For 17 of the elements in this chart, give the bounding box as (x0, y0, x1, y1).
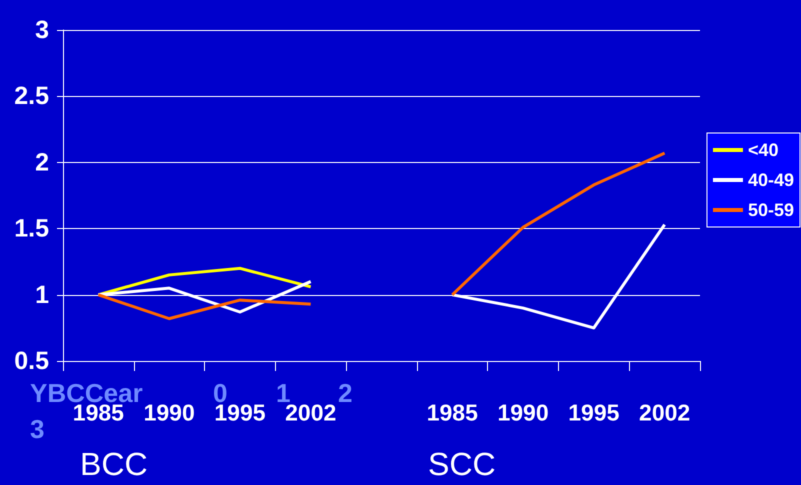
y-tick-label: 2.5 (14, 82, 50, 110)
y-tick-label: 2 (35, 148, 49, 176)
legend-label: <40 (748, 140, 779, 160)
x-tick-label: 1990 (144, 400, 195, 426)
y-tick-label: 1 (35, 280, 50, 309)
y-tick-label: 3 (35, 16, 49, 44)
text: 2 (338, 378, 352, 408)
x-tick-label: 1990 (497, 400, 549, 426)
x-tick-label: 1995 (568, 400, 620, 426)
y-tick-label: 0.5 (14, 347, 50, 375)
x-tick-label: 1985 (426, 400, 478, 426)
y-tick-label: 1.5 (14, 214, 50, 243)
text: BCC (80, 446, 148, 482)
legend-label: 40-49 (748, 170, 794, 190)
x-tick-label: 2002 (639, 400, 690, 426)
legend-label: 50-59 (748, 200, 794, 220)
text: SCC (428, 446, 496, 482)
